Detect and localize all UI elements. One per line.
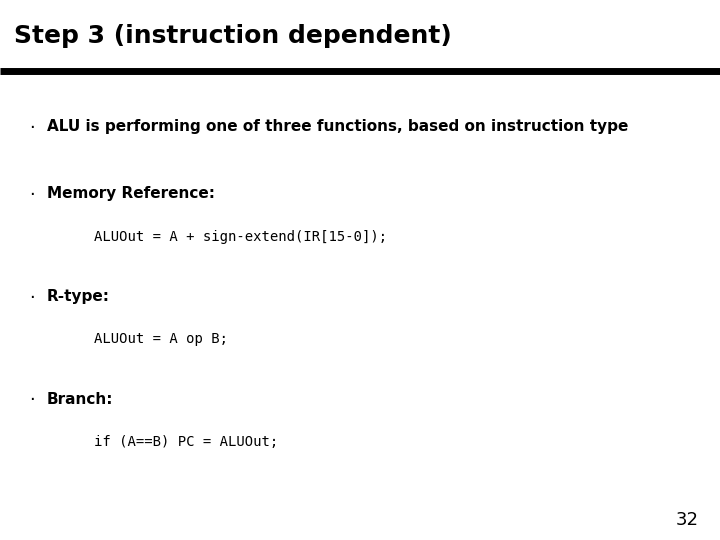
Text: ALUOut = A + sign-extend(IR[15-0]);: ALUOut = A + sign-extend(IR[15-0]);: [94, 230, 387, 244]
Text: 32: 32: [675, 511, 698, 529]
Text: if (A==B) PC = ALUOut;: if (A==B) PC = ALUOut;: [94, 435, 278, 449]
Text: ·: ·: [29, 392, 35, 409]
Text: ·: ·: [29, 186, 35, 204]
Text: ·: ·: [29, 289, 35, 307]
Text: ·: ·: [29, 119, 35, 137]
Text: ALUOut = A op B;: ALUOut = A op B;: [94, 332, 228, 346]
Text: ALU is performing one of three functions, based on instruction type: ALU is performing one of three functions…: [47, 119, 628, 134]
Text: Branch:: Branch:: [47, 392, 113, 407]
Text: Memory Reference:: Memory Reference:: [47, 186, 215, 201]
Text: Step 3 (instruction dependent): Step 3 (instruction dependent): [14, 24, 452, 48]
Text: R-type:: R-type:: [47, 289, 110, 304]
